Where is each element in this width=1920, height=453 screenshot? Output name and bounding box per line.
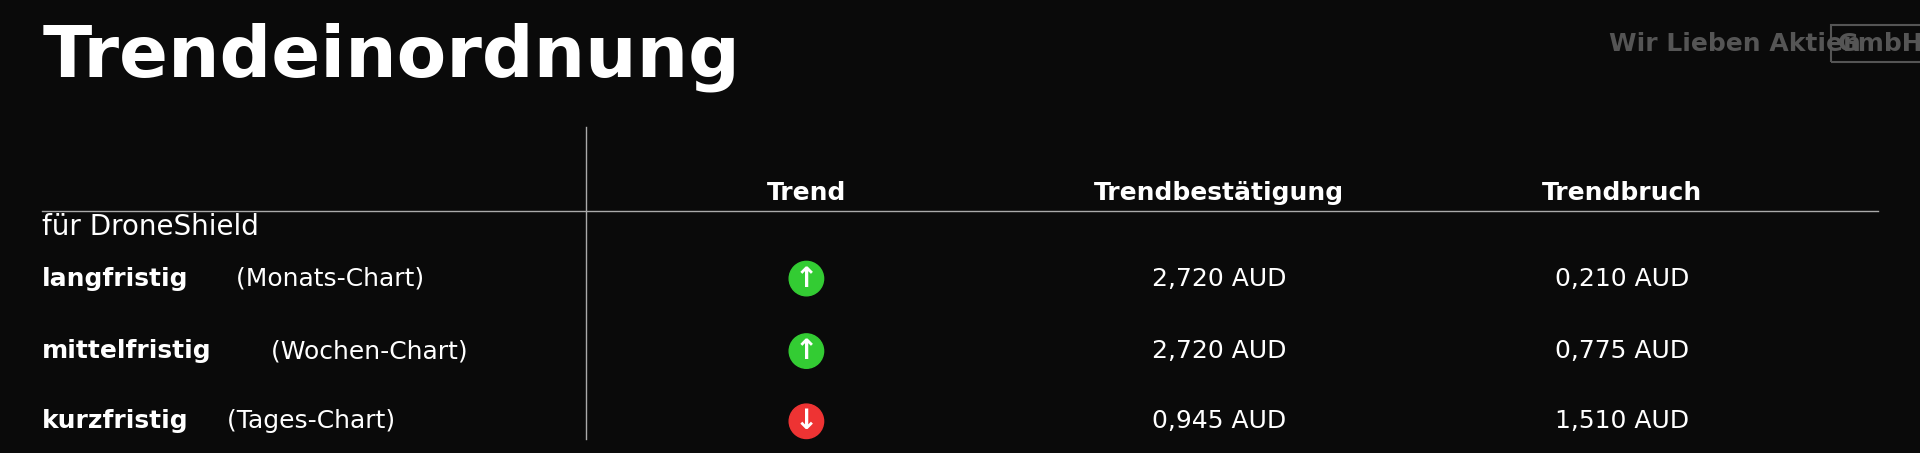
Text: Wir Lieben Aktien: Wir Lieben Aktien <box>1609 32 1860 56</box>
Text: ↓: ↓ <box>795 407 818 435</box>
Text: Trendbestätigung: Trendbestätigung <box>1094 181 1344 204</box>
Text: Trendbruch: Trendbruch <box>1542 181 1703 204</box>
Text: Trendeinordnung: Trendeinordnung <box>42 23 739 92</box>
Text: kurzfristig: kurzfristig <box>42 410 188 433</box>
Ellipse shape <box>789 261 824 296</box>
Text: 1,510 AUD: 1,510 AUD <box>1555 410 1690 433</box>
Text: ↑: ↑ <box>795 337 818 365</box>
Text: Trend: Trend <box>766 181 847 204</box>
Text: mittelfristig: mittelfristig <box>42 339 211 363</box>
Text: 0,775 AUD: 0,775 AUD <box>1555 339 1690 363</box>
Text: 2,720 AUD: 2,720 AUD <box>1152 267 1286 290</box>
Text: ↑: ↑ <box>795 265 818 293</box>
Text: (Wochen-Chart): (Wochen-Chart) <box>263 339 468 363</box>
Text: 0,210 AUD: 0,210 AUD <box>1555 267 1690 290</box>
Ellipse shape <box>789 404 824 439</box>
Text: (Tages-Chart): (Tages-Chart) <box>219 410 396 433</box>
Text: (Monats-Chart): (Monats-Chart) <box>228 267 424 290</box>
Text: 2,720 AUD: 2,720 AUD <box>1152 339 1286 363</box>
Text: GmbH: GmbH <box>1837 32 1920 56</box>
Ellipse shape <box>789 334 824 368</box>
Text: für DroneShield: für DroneShield <box>42 213 259 241</box>
Text: 0,945 AUD: 0,945 AUD <box>1152 410 1286 433</box>
Text: langfristig: langfristig <box>42 267 188 290</box>
